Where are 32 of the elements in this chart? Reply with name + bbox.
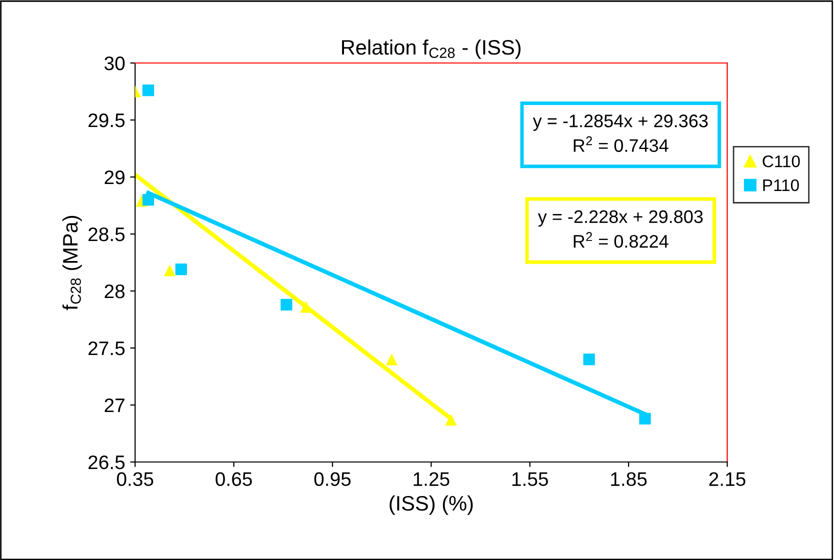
y-tick-label: 28.5 [88, 227, 125, 242]
legend-label: C110 [762, 155, 800, 168]
x-tick-label: 0.35 [116, 472, 154, 486]
x-tick-label: 0.95 [314, 472, 351, 486]
point [445, 414, 457, 426]
point [386, 354, 398, 366]
y-tick-label: 29 [104, 170, 124, 184]
annotation: y = -1.2854x + 29.363 R$^{2}$ = 0.7434 [532, 114, 708, 152]
chart-title: Relation f$_{C28}$ - (ISS) [342, 39, 521, 59]
point [164, 264, 176, 276]
y-tick-label: 27.5 [88, 341, 125, 356]
x-axis-title: (ISS) (%) [390, 495, 473, 515]
y-tick-label: 28 [104, 284, 125, 298]
point [300, 301, 312, 313]
y-tick-label: 29.5 [88, 113, 125, 128]
x-tick-label: 1.85 [611, 472, 647, 486]
x-tick-label: 1.55 [512, 472, 548, 486]
y-tick-label: 27 [104, 398, 124, 412]
x-tick-label: 0.65 [216, 472, 252, 486]
y-tick-label: 26.5 [88, 455, 125, 470]
point [142, 194, 154, 206]
point [280, 298, 292, 310]
x-tick-label: 1.25 [414, 472, 450, 486]
y-axis-title: f$_{C28}$ (MPa) [62, 216, 82, 310]
x-tick-label: 2.15 [709, 472, 746, 486]
point [142, 84, 154, 96]
point [639, 412, 651, 424]
y-tick-label: 30 [104, 56, 125, 70]
point [175, 264, 187, 276]
legend-label: P110 [763, 179, 799, 192]
annotation: y = -2.228x + 29.803 R$^{2}$ = 0.8224 [538, 210, 703, 248]
point [583, 354, 595, 366]
